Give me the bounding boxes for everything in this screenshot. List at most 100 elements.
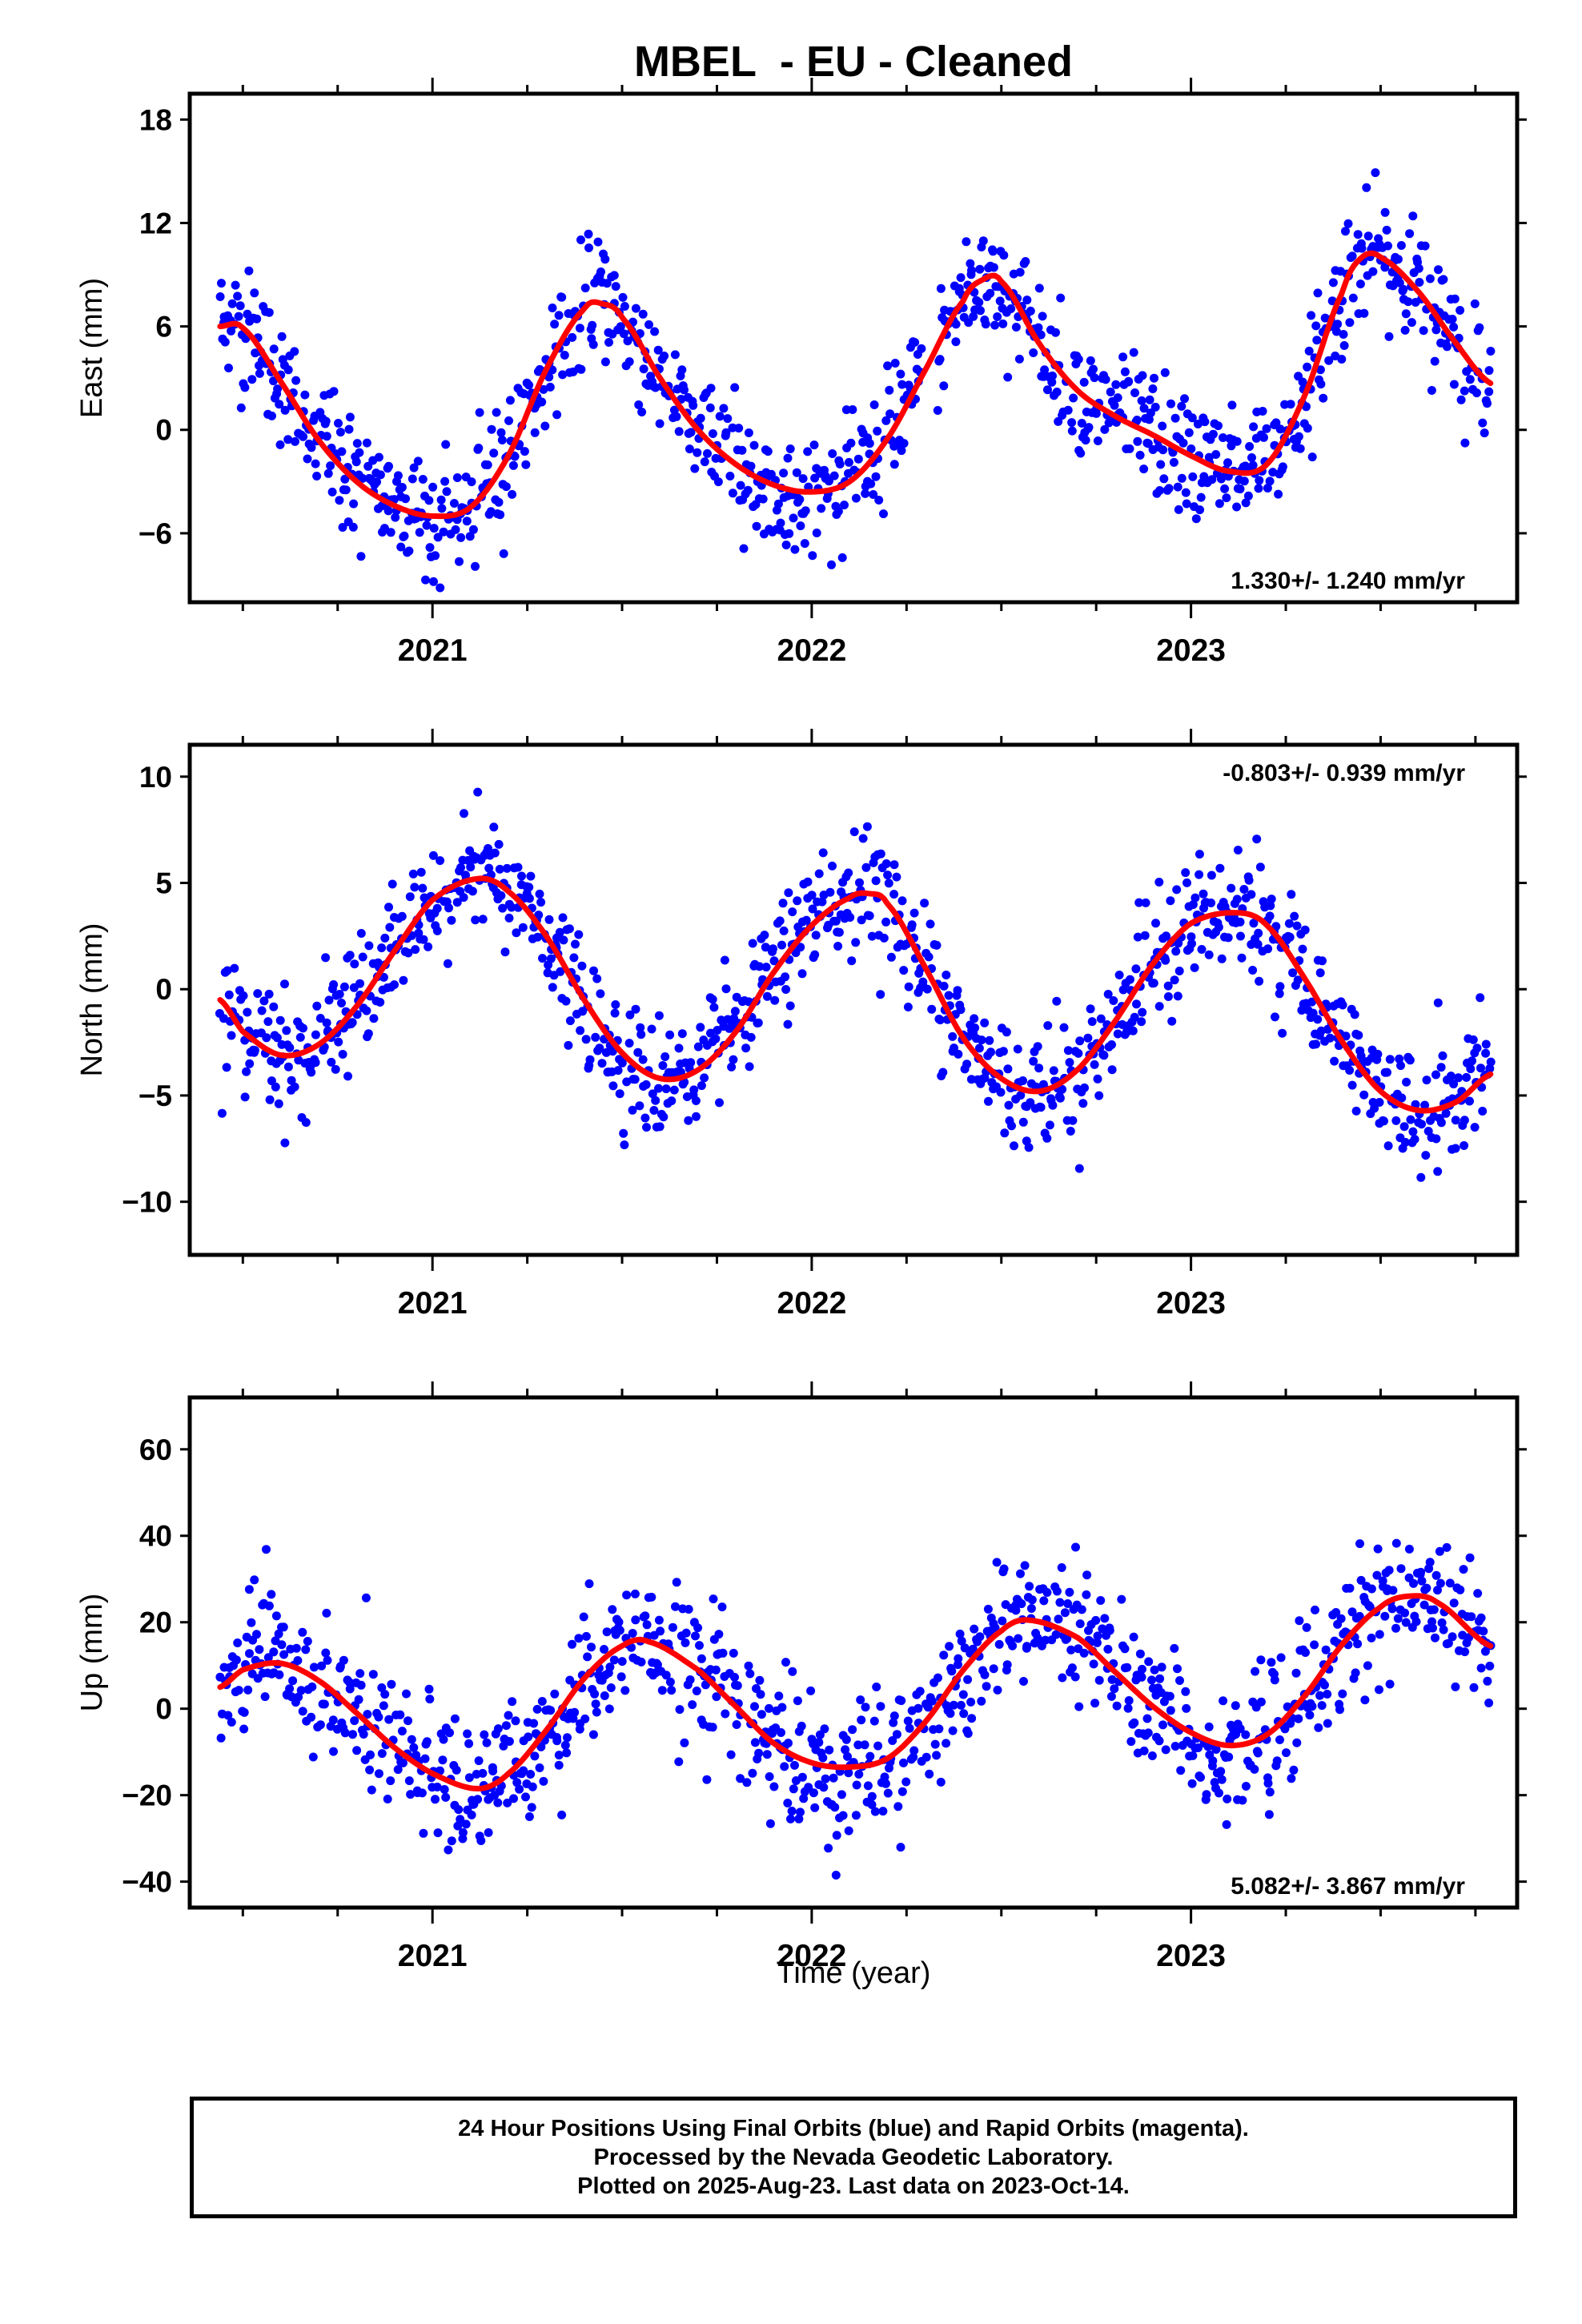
data-point bbox=[438, 1755, 448, 1765]
data-point bbox=[835, 460, 845, 468]
data-point bbox=[1223, 458, 1232, 468]
data-point bbox=[648, 1089, 657, 1099]
data-point bbox=[458, 1827, 468, 1837]
data-point bbox=[1354, 1031, 1363, 1040]
data-point bbox=[697, 1081, 706, 1091]
data-point bbox=[217, 279, 226, 288]
data-point bbox=[1407, 318, 1416, 328]
data-point bbox=[1330, 1056, 1339, 1066]
data-point bbox=[1480, 428, 1489, 438]
data-point bbox=[866, 479, 876, 489]
data-point bbox=[783, 1799, 793, 1807]
data-point bbox=[889, 1711, 899, 1721]
data-point bbox=[411, 945, 420, 955]
data-point bbox=[942, 971, 951, 979]
data-point bbox=[537, 1697, 547, 1706]
data-point bbox=[789, 513, 798, 523]
data-point bbox=[436, 495, 446, 505]
data-point bbox=[977, 1035, 986, 1045]
data-point bbox=[588, 320, 597, 330]
data-point bbox=[637, 408, 647, 416]
data-point bbox=[1241, 1730, 1251, 1739]
data-point bbox=[279, 1650, 289, 1659]
data-point bbox=[1248, 460, 1258, 470]
data-point bbox=[220, 337, 230, 347]
data-point bbox=[1380, 263, 1390, 272]
data-point bbox=[1375, 1685, 1383, 1695]
data-point bbox=[736, 1774, 745, 1783]
data-point bbox=[1414, 263, 1423, 273]
data-point bbox=[1100, 424, 1110, 434]
data-point bbox=[275, 1670, 284, 1679]
data-point bbox=[706, 384, 716, 393]
east-scatter-points bbox=[215, 168, 1496, 593]
data-point bbox=[452, 1765, 461, 1775]
data-point bbox=[1129, 348, 1138, 357]
data-point bbox=[783, 1019, 793, 1029]
data-point bbox=[1180, 394, 1189, 404]
data-point bbox=[311, 459, 320, 468]
data-point bbox=[693, 448, 702, 457]
data-point bbox=[527, 1803, 536, 1812]
data-point bbox=[636, 1657, 646, 1667]
data-point bbox=[591, 1032, 600, 1042]
data-point bbox=[1486, 347, 1496, 356]
data-point bbox=[1107, 1040, 1116, 1049]
data-point bbox=[956, 1005, 966, 1015]
data-point bbox=[938, 1068, 948, 1077]
data-point bbox=[692, 1112, 701, 1121]
data-point bbox=[596, 989, 605, 999]
data-point bbox=[1370, 1104, 1379, 1113]
data-point bbox=[869, 400, 879, 409]
data-point bbox=[737, 445, 747, 455]
data-point bbox=[1400, 325, 1410, 335]
data-point bbox=[945, 1642, 954, 1651]
data-point bbox=[1336, 1614, 1346, 1623]
data-point bbox=[1094, 1091, 1104, 1100]
data-point bbox=[761, 963, 771, 972]
data-point bbox=[216, 1733, 226, 1743]
data-point bbox=[1144, 1657, 1154, 1667]
data-point bbox=[544, 915, 554, 924]
data-point bbox=[1111, 380, 1121, 389]
data-point bbox=[1436, 1118, 1446, 1128]
y-tick-label: 10 bbox=[139, 761, 172, 794]
data-point bbox=[559, 935, 568, 945]
data-point bbox=[651, 1096, 661, 1105]
data-point bbox=[600, 1691, 609, 1700]
data-point bbox=[608, 1081, 618, 1091]
data-point bbox=[1157, 1663, 1166, 1672]
data-point bbox=[250, 1046, 259, 1055]
data-point bbox=[642, 1620, 652, 1630]
data-point bbox=[494, 497, 504, 507]
data-point bbox=[1303, 424, 1312, 433]
data-point bbox=[661, 1671, 671, 1680]
x-tick-label: 2021 bbox=[398, 1939, 468, 1973]
data-point bbox=[1138, 1007, 1147, 1017]
data-point bbox=[283, 435, 293, 444]
data-point bbox=[267, 1590, 276, 1599]
data-point bbox=[935, 1015, 945, 1025]
data-point bbox=[535, 1763, 544, 1772]
data-point bbox=[577, 961, 587, 971]
data-point bbox=[727, 1021, 737, 1031]
data-point bbox=[1124, 1696, 1134, 1705]
data-point bbox=[996, 1088, 1006, 1097]
data-point bbox=[484, 1827, 493, 1837]
data-point bbox=[1223, 1794, 1232, 1803]
data-point bbox=[760, 931, 769, 940]
data-point bbox=[570, 1707, 580, 1717]
data-point bbox=[548, 304, 557, 312]
data-point bbox=[992, 1558, 1002, 1567]
data-point bbox=[290, 347, 299, 356]
data-point bbox=[1465, 375, 1475, 384]
data-point bbox=[780, 1762, 789, 1771]
data-point bbox=[1385, 1679, 1395, 1689]
data-point bbox=[464, 1773, 474, 1783]
data-point bbox=[1415, 278, 1424, 287]
data-point bbox=[1470, 299, 1480, 308]
data-point bbox=[512, 1778, 522, 1787]
data-point bbox=[753, 1018, 763, 1027]
data-point bbox=[1355, 1611, 1364, 1621]
data-point bbox=[1301, 1648, 1310, 1657]
